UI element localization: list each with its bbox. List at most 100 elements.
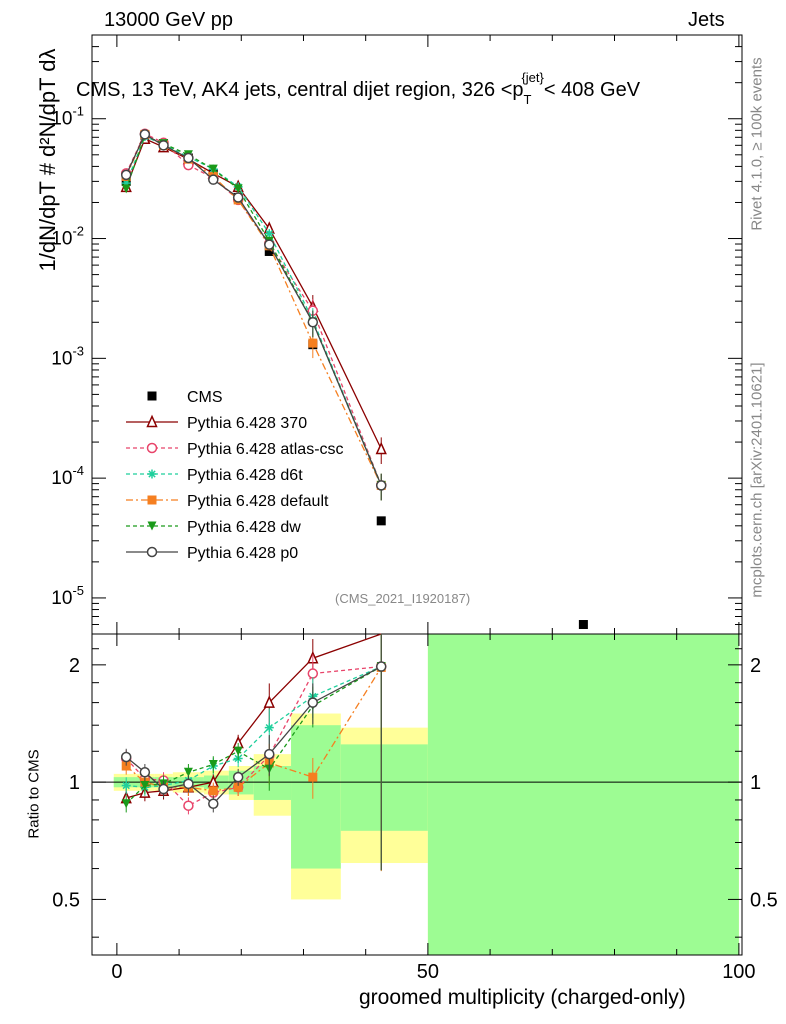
data-series: [120, 128, 588, 872]
ratio-y-axis-label: Ratio to CMS: [25, 749, 43, 839]
legend: CMS Pythia 6.428 370 Pythia 6.428 atlas-cs…: [126, 389, 344, 562]
ratio-point: [375, 661, 387, 672]
ratio-tick-label-right: 2: [750, 655, 761, 677]
band-inner: [427, 634, 739, 955]
ratio-point: [264, 748, 275, 760]
legend-label: Pythia 6.428 d6t: [187, 467, 303, 484]
header-left: 13000 GeV pp: [104, 9, 233, 31]
data-point: [121, 178, 131, 188]
data-point: [232, 192, 244, 203]
ratio-point: [233, 746, 243, 756]
ratio-uncertainty-bands: [113, 634, 739, 955]
legend-marker: [146, 414, 158, 428]
legend-entry: Pythia 6.428 dw: [126, 519, 301, 536]
legend-label: Pythia 6.428 dw: [187, 519, 301, 536]
chart-title-main: CMS, 13 TeV, AK4 jets, central dijet reg…: [76, 79, 524, 101]
legend-marker: [146, 546, 158, 558]
series-line: [125, 137, 382, 450]
ratio-point: [232, 771, 244, 783]
chart-title-tail: < 408 GeV: [543, 79, 641, 101]
chart-title-sub: T: [523, 92, 532, 107]
chart-title: CMS, 13 TeV, AK4 jets, central dijet reg…: [76, 70, 640, 107]
ratio-point: [121, 799, 131, 809]
y-tick-label: 10-4: [51, 463, 84, 489]
ratio-panel-frame: [91, 633, 743, 956]
ratio-point: [208, 759, 218, 769]
y-tick-label: 10-3: [51, 343, 84, 369]
ratio-point: [263, 695, 275, 708]
plot-frames: [91, 34, 743, 956]
header-right: Jets: [688, 9, 725, 31]
series-line: [125, 133, 382, 486]
cms-data-point: [264, 246, 274, 256]
series-line: [125, 134, 382, 486]
x-tick-label: 50: [417, 961, 439, 983]
data-point: [375, 480, 387, 491]
ratio-tick-label-left: 2: [69, 655, 80, 677]
x-axis-label: groomed multiplicity (charged-only): [359, 986, 686, 1009]
data-point: [183, 152, 194, 164]
data-point: [308, 338, 318, 348]
ratio-point: [139, 767, 151, 778]
ratio-point: [307, 668, 319, 679]
legend-label: Pythia 6.428 default: [187, 493, 329, 510]
ratio-point: [308, 772, 318, 782]
data-point: [264, 239, 275, 250]
legend-entry: Pythia 6.428 atlas-csc: [126, 441, 344, 458]
ratio-point: [264, 723, 274, 733]
legend-label: CMS: [187, 389, 223, 406]
data-point: [264, 229, 274, 239]
ratio-point: [121, 761, 131, 771]
mcplots-label: mcplots.cern.ch [arXiv:2401.10621]: [748, 362, 766, 598]
ratio-point: [307, 697, 319, 708]
ratio-point: [120, 751, 132, 763]
ratio-tick-label-left: 0.5: [52, 889, 80, 911]
ratio-tick-label-right: 1: [750, 772, 761, 794]
y-axis-label: 1/dN/dpT # d²N/dpT dλ: [35, 48, 60, 272]
legend-entry: Pythia 6.428 370: [126, 414, 307, 432]
series-line: [125, 132, 382, 486]
watermark: (CMS_2021_I1920187): [335, 591, 471, 606]
ratio-point: [183, 767, 193, 777]
legend-marker: [147, 391, 157, 401]
legend-label: Pythia 6.428 370: [187, 415, 307, 432]
legend-entry: Pythia 6.428 p0: [126, 545, 298, 562]
legend-entry: Pythia 6.428 d6t: [126, 467, 303, 484]
legend-label: Pythia 6.428 p0: [187, 545, 298, 562]
legend-marker: [147, 469, 157, 479]
y-tick-label: 10-5: [51, 583, 84, 609]
data-point: [120, 169, 132, 181]
cms-data-point: [578, 620, 588, 630]
data-point: [307, 317, 319, 328]
x-tick-label: 100: [722, 961, 755, 983]
series-line: [125, 135, 382, 486]
ratio-point: [158, 783, 169, 795]
data-point: [139, 129, 151, 140]
band-inner: [340, 744, 428, 831]
ratio-point: [183, 800, 194, 811]
ratio-point: [183, 778, 194, 790]
ratio-line: [125, 665, 382, 807]
x-tick-label: 0: [111, 961, 122, 983]
series-pythia-6-428-p0: [120, 129, 387, 871]
rivet-label: Rivet 4.1.0, ≥ 100k events: [748, 57, 766, 231]
legend-marker: [147, 521, 157, 531]
ratio-point: [208, 786, 218, 796]
band-inner: [291, 725, 341, 869]
ratio-point: [140, 781, 150, 791]
legend-marker: [146, 442, 158, 454]
legend-entry: CMS: [147, 389, 223, 406]
ratio-point: [121, 781, 131, 791]
ratio-tick-label-right: 0.5: [750, 889, 778, 911]
data-point: [158, 140, 169, 151]
data-point: [121, 184, 131, 194]
legend-label: Pythia 6.428 atlas-csc: [187, 441, 344, 458]
ratio-point: [233, 782, 243, 792]
legend-entry: Pythia 6.428 default: [126, 493, 329, 510]
cms-data-point: [376, 516, 386, 526]
ratio-point: [208, 798, 219, 810]
data-point: [375, 441, 387, 455]
ratio-tick-label-left: 1: [69, 772, 80, 794]
